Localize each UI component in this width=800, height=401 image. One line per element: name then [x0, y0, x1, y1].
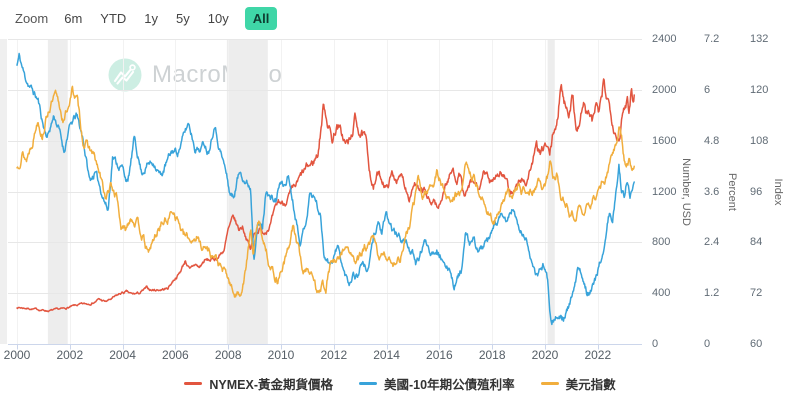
range-button-all[interactable]: All [244, 7, 278, 30]
y-tick-label: 800 [652, 236, 671, 249]
zoom-toolbar: Zoom 6m YTD 1y 5y 10y All [15, 7, 278, 30]
y-tick-label: 1.2 [704, 287, 720, 300]
x-tick-label: 2016 [426, 348, 453, 362]
y-tick-label: 6 [704, 83, 711, 96]
y-tick-label: 1600 [652, 134, 677, 147]
y-tick-label: 3.6 [704, 185, 720, 198]
y-tick-label: 72 [750, 287, 763, 300]
y-tick-label: 60 [750, 338, 763, 350]
range-button-ytd[interactable]: YTD [100, 11, 127, 26]
range-buttons: 6m YTD 1y 5y 10y All [62, 7, 278, 30]
range-button-6m[interactable]: 6m [64, 11, 83, 26]
y-tick-label: 2400 [652, 33, 677, 45]
legend-marker [184, 382, 203, 385]
x-tick-label: 2018 [478, 348, 506, 362]
y-tick-label: 108 [750, 134, 769, 147]
legend-item[interactable]: 美國-10年期公債殖利率 [359, 374, 515, 393]
y-axis-title-number-usd: Number, USD [680, 158, 692, 226]
y-tick-label: 1200 [652, 185, 677, 198]
legend-item[interactable]: NYMEX-黃金期貨價格 [184, 374, 333, 393]
x-tick-label: 2020 [531, 348, 559, 362]
range-button-10y[interactable]: 10y [207, 11, 229, 26]
range-button-1y[interactable]: 1y [144, 11, 159, 26]
y-axis-title-percent: Percent [726, 173, 738, 211]
y-axis-title-index: Index [772, 178, 784, 206]
x-tick-label: 2002 [56, 348, 84, 362]
legend-marker [540, 382, 559, 385]
range-button-5y[interactable]: 5y [176, 11, 190, 26]
x-tick-label: 2012 [320, 348, 348, 362]
legend-label: 美元指數 [565, 378, 616, 392]
y-tick-label: 2.4 [704, 236, 720, 249]
legend-marker [359, 382, 378, 385]
y-tick-label: 400 [652, 287, 671, 300]
y-tick-label: 132 [750, 33, 769, 45]
x-tick-label: 2004 [109, 348, 136, 362]
y-tick-label: 4.8 [704, 134, 720, 147]
legend-item[interactable]: 美元指數 [540, 374, 616, 393]
x-tick-label: 2006 [162, 348, 189, 362]
zoom-toolbar-label: Zoom [15, 11, 49, 26]
chart-legend: NYMEX-黃金期貨價格 美國-10年期公債殖利率 美元指數 [0, 374, 800, 393]
legend-label: NYMEX-黃金期貨價格 [209, 378, 334, 392]
y-tick-label: 120 [750, 83, 769, 96]
x-tick-label: 2008 [214, 348, 242, 362]
legend-label: 美國-10年期公債殖利率 [384, 378, 515, 392]
y-tick-label: 0 [704, 338, 711, 350]
y-tick-label: 7.2 [704, 33, 720, 45]
y-tick-label: 0 [652, 338, 659, 350]
y-tick-label: 96 [750, 185, 763, 198]
y-tick-label: 84 [750, 236, 763, 249]
y-tick-label: 2000 [652, 83, 677, 96]
x-tick-label: 2022 [584, 348, 612, 362]
x-tick-label: 2010 [267, 348, 295, 362]
x-tick-label: 2014 [373, 348, 400, 362]
x-tick-label: 2000 [3, 348, 31, 362]
